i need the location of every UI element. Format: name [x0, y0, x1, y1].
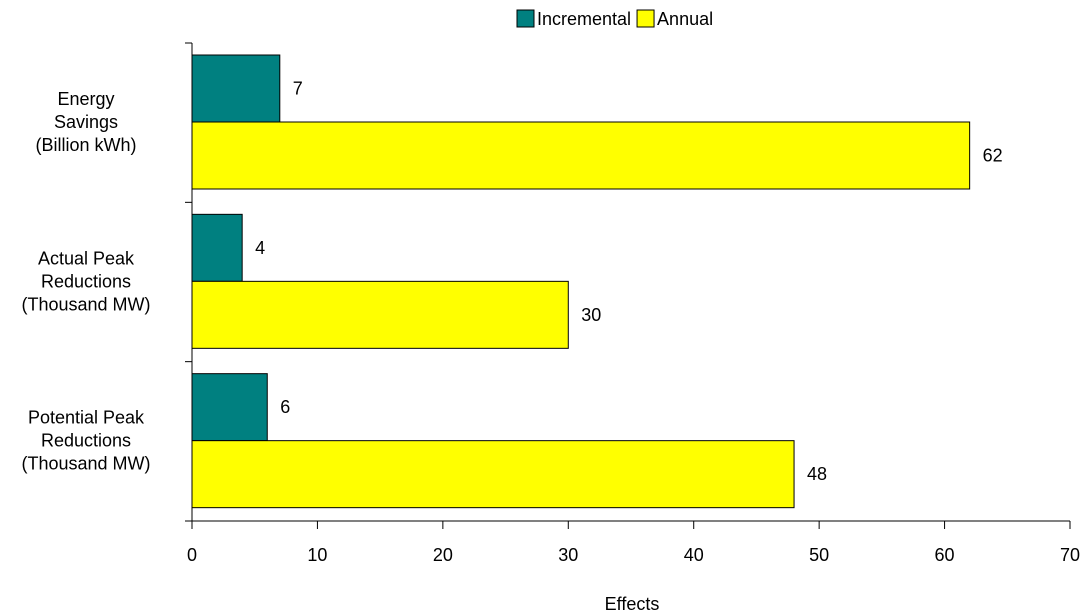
bar-incremental-2 [191, 373, 268, 442]
x-tick-label-40: 40 [684, 545, 704, 565]
data-label-incremental-0: 7 [293, 79, 303, 99]
category-label-1-line-2: (Thousand MW) [21, 294, 150, 314]
data-label-annual-1: 30 [581, 305, 601, 325]
bar-annual-1 [191, 280, 569, 349]
bar-incremental-1 [191, 213, 243, 282]
x-tick-label-60: 60 [935, 545, 955, 565]
category-label-2-line-2: (Thousand MW) [21, 454, 150, 474]
bar-incremental-0 [191, 54, 281, 123]
legend-label-annual: Annual [657, 9, 713, 29]
category-label-2-line-1: Reductions [41, 431, 131, 451]
axes [185, 42, 1071, 529]
data-label-incremental-2: 6 [280, 397, 290, 417]
data-label-annual-2: 48 [807, 464, 827, 484]
data-label-annual-0: 62 [983, 146, 1003, 166]
x-axis-label: Effects [605, 594, 660, 614]
category-label-0-line-1: Savings [54, 112, 118, 132]
category-label-2-line-0: Potential Peak [28, 408, 145, 428]
legend: Incremental Annual [516, 9, 713, 29]
category-label-1-line-0: Actual Peak [38, 248, 135, 268]
category-label-0-line-0: Energy [57, 89, 114, 109]
bar-annual-2 [191, 440, 795, 509]
x-tick-label-10: 10 [307, 545, 327, 565]
labels: 7 62 Energy Savings (Billion kWh) 4 30 Actual P… [21, 79, 1080, 566]
x-tick-label-20: 20 [433, 545, 453, 565]
x-tick-label-0: 0 [187, 545, 197, 565]
bar-annual-0 [191, 121, 971, 190]
category-label-1-line-1: Reductions [41, 271, 131, 291]
legend-swatch-annual [636, 9, 655, 28]
data-label-incremental-1: 4 [255, 238, 265, 258]
category-label-0-line-2: (Billion kWh) [35, 135, 136, 155]
x-tick-label-30: 30 [558, 545, 578, 565]
legend-swatch-incremental [516, 9, 535, 28]
bars [191, 54, 971, 509]
x-tick-label-70: 70 [1060, 545, 1080, 565]
legend-label-incremental: Incremental [537, 9, 631, 29]
x-tick-label-50: 50 [809, 545, 829, 565]
